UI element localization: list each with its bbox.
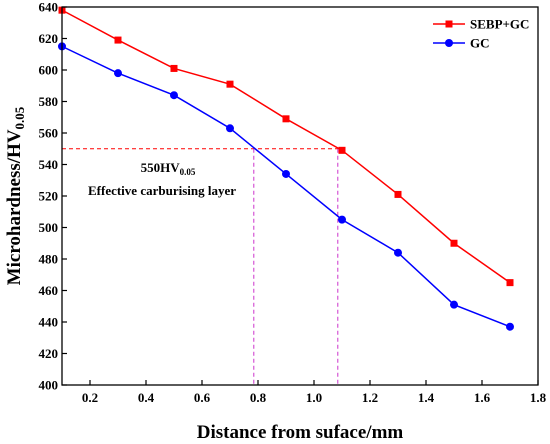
y-axis-title-subscript: 0.05 xyxy=(12,106,27,129)
series-gc xyxy=(58,42,514,331)
axes-layer: 0.2 0.4 0.6 0.8 1.0 1.2 1.4 1.6 1.8 400 420 440 460 4… xyxy=(39,0,547,405)
x-tick-label: 0.6 xyxy=(194,390,211,405)
reference-label-subscript: 0.05 xyxy=(180,167,196,177)
y-tick-label: 540 xyxy=(39,157,59,172)
data-point xyxy=(114,36,122,44)
data-point xyxy=(394,190,402,198)
y-axis-title-main: Microhardness/HV xyxy=(4,129,25,285)
x-tick-label: 1.2 xyxy=(362,390,378,405)
data-point xyxy=(506,279,514,287)
legend: SEBP+GC GC xyxy=(433,17,529,51)
reference-caption: Effective carburising layer xyxy=(88,183,236,198)
y-axis-title: Microhardness/HV0.05 xyxy=(4,106,27,285)
legend-marker xyxy=(445,39,453,47)
legend-label: SEBP+GC xyxy=(470,17,529,32)
data-point xyxy=(338,215,346,224)
x-tick-label: 1.8 xyxy=(530,390,547,405)
data-point xyxy=(226,124,234,133)
x-tick-label: 0.4 xyxy=(138,390,155,405)
data-point xyxy=(282,115,290,123)
x-tick-label: 1.4 xyxy=(418,390,435,405)
y-tick-label: 440 xyxy=(39,315,59,330)
y-tick-label: 560 xyxy=(39,126,59,141)
y-tick-label: 420 xyxy=(39,346,59,361)
x-axis-title: Distance from suface/mm xyxy=(197,422,404,443)
data-point xyxy=(450,300,458,309)
x-tick-label: 0.8 xyxy=(250,390,267,405)
x-tick-label: 0.2 xyxy=(82,390,98,405)
series-sebp-gc xyxy=(58,6,514,287)
data-point xyxy=(170,64,178,72)
legend-label: GC xyxy=(470,36,490,51)
y-tick-label: 460 xyxy=(39,283,59,298)
data-point xyxy=(282,169,290,178)
y-tick-label: 520 xyxy=(39,189,59,204)
x-tick-label: 1.0 xyxy=(306,390,322,405)
legend-item: SEBP+GC xyxy=(433,17,529,32)
data-point xyxy=(394,248,402,257)
data-point xyxy=(226,80,234,88)
data-point xyxy=(170,91,178,100)
series-layer xyxy=(58,6,514,331)
x-tick-label: 1.6 xyxy=(474,390,491,405)
y-tick-label: 580 xyxy=(39,94,59,109)
reference-label-value: 550 xyxy=(141,160,161,175)
data-point xyxy=(338,146,346,154)
data-point xyxy=(450,239,458,247)
y-tick-label: 640 xyxy=(39,0,59,15)
series-line xyxy=(61,9,511,284)
y-tick-label: 500 xyxy=(39,220,59,235)
data-point xyxy=(114,69,122,78)
reference-lines xyxy=(62,148,339,385)
data-point xyxy=(506,322,514,331)
y-tick-label: 620 xyxy=(39,31,59,46)
y-tick-label: 600 xyxy=(39,63,59,78)
y-tick-label: 400 xyxy=(39,378,59,393)
y-tick-label: 480 xyxy=(39,252,59,267)
legend-marker xyxy=(445,20,453,28)
legend-item: GC xyxy=(433,36,490,51)
reference-label: 550HV0.05 xyxy=(141,160,196,177)
reference-label-unit: HV xyxy=(160,160,180,175)
